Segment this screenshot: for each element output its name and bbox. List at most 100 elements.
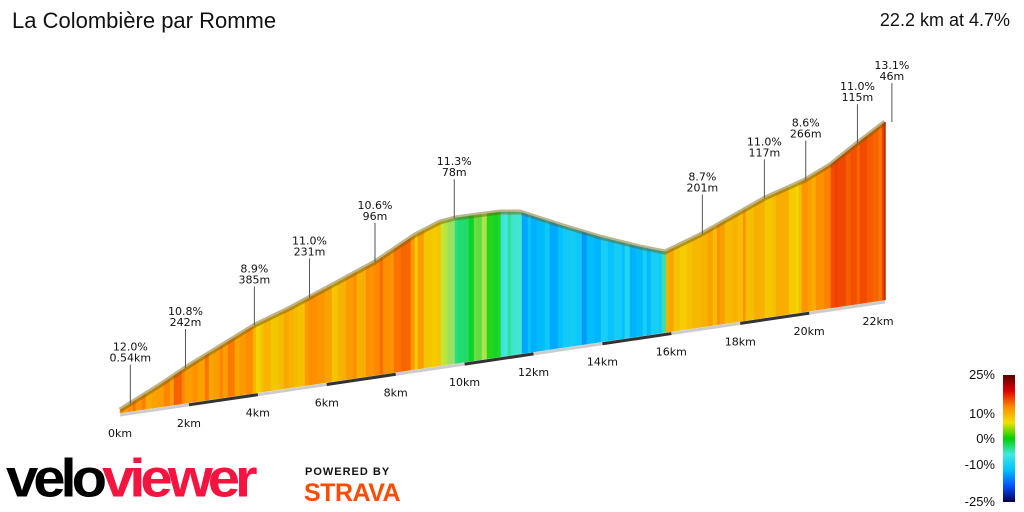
profile-segment	[406, 237, 412, 371]
annotation-grade: 8.6%	[792, 117, 820, 130]
profile-segment	[878, 123, 883, 302]
annotation-grade: 12.0%	[113, 341, 148, 354]
profile-segment	[293, 303, 299, 388]
x-tick-label: 22km	[863, 315, 894, 328]
profile-segment	[732, 212, 739, 323]
profile-segment	[679, 240, 688, 331]
profile-segment	[549, 221, 559, 350]
legend-label: -25%	[964, 494, 995, 509]
profile-segment	[544, 219, 551, 351]
profile-segment	[352, 271, 358, 379]
profile-segment	[837, 151, 847, 308]
profile-segment	[197, 355, 206, 402]
profile-segment	[373, 258, 381, 376]
profile-segment	[665, 249, 671, 333]
profile-segment	[635, 245, 644, 338]
profile-segment	[815, 168, 825, 311]
profile-segment	[436, 221, 442, 367]
profile-segment	[788, 183, 797, 315]
profile-segment	[562, 225, 571, 348]
legend-label: 10%	[968, 406, 995, 421]
profile-segment	[316, 288, 326, 385]
profile-segment	[255, 321, 262, 394]
profile-segment	[356, 269, 361, 379]
annotation-length: 266m	[790, 128, 822, 141]
x-tick-label: 20km	[794, 325, 825, 338]
annotation-grade: 11.3%	[437, 155, 472, 168]
annotation-length: 117m	[749, 146, 781, 159]
profile-segment	[650, 248, 660, 335]
profile-segment	[811, 172, 817, 312]
x-tick-label: 0km	[108, 427, 132, 440]
annotation-length: 46m	[880, 70, 905, 83]
profile-segment	[830, 160, 836, 309]
profile-segment	[661, 251, 667, 334]
annotation-length: 0.54km	[110, 352, 152, 365]
profile-segment	[775, 189, 785, 317]
x-tick-label: 14km	[587, 356, 618, 369]
profile-segment	[260, 320, 265, 393]
annotation-grade: 8.9%	[240, 262, 268, 275]
annotation-grade: 11.0%	[747, 135, 782, 148]
annotation-grade: 8.7%	[688, 171, 716, 184]
x-axis-segment	[188, 393, 259, 407]
x-tick-label: 18km	[725, 335, 756, 348]
profile-segment	[503, 211, 509, 357]
profile-segment	[192, 359, 199, 403]
profile-segment	[510, 211, 517, 356]
x-axis-segment	[326, 372, 396, 386]
profile-segment	[507, 211, 512, 356]
profile-segment	[716, 223, 721, 326]
profile-segment	[400, 239, 408, 372]
profile-segment	[771, 192, 777, 317]
profile-segment	[850, 142, 858, 306]
profile-segment	[481, 213, 488, 360]
profile-segment	[859, 135, 868, 304]
profile-segment	[621, 242, 626, 340]
profile-segment	[497, 211, 502, 358]
profile-segment	[673, 244, 681, 332]
profile-segment	[365, 264, 370, 377]
profile-segment	[764, 194, 773, 319]
x-tick-label: 10km	[449, 376, 480, 389]
profile-segment	[230, 336, 236, 397]
profile-segment	[239, 330, 247, 396]
veloviewer-logo[interactable]: veloviewer	[6, 452, 258, 505]
profile-segment	[308, 292, 318, 386]
profile-segment	[219, 344, 224, 399]
profile-segment	[414, 233, 419, 370]
annotation-grade: 11.0%	[840, 80, 875, 93]
profile-segment	[783, 186, 790, 316]
profile-segment	[204, 352, 210, 401]
legend-label: -10%	[964, 457, 995, 472]
profile-segment	[227, 339, 232, 398]
profile-segment	[557, 224, 564, 349]
profile-segment	[530, 215, 538, 353]
profile-segment	[737, 210, 744, 323]
climb-summary: 22.2 km at 4.7%	[879, 10, 1010, 30]
annotation-grade: 13.1%	[874, 59, 909, 72]
annotation-length: 242m	[170, 316, 202, 329]
profile-segment	[331, 281, 339, 382]
profile-segment	[278, 310, 285, 390]
profile-segment	[359, 266, 367, 378]
gradient-legend-bar	[1003, 375, 1015, 502]
profile-segment	[575, 229, 583, 346]
profile-segment	[594, 235, 602, 344]
x-axis-segment	[602, 332, 672, 346]
profile-top-edge	[118, 120, 887, 413]
annotation-grade: 10.8%	[168, 305, 203, 318]
profile-segment	[699, 232, 704, 328]
profile-segment	[536, 217, 546, 352]
profile-segment	[457, 216, 465, 364]
profile-segment	[443, 219, 449, 366]
profile-segment	[707, 227, 714, 327]
strava-logo[interactable]: STRAVA	[304, 479, 401, 507]
profile-segment	[493, 211, 499, 359]
profile-segment	[245, 325, 254, 395]
profile-segment	[702, 230, 709, 328]
x-tick-label: 2km	[177, 417, 201, 430]
profile-segment	[742, 208, 747, 322]
profile-segment	[801, 177, 809, 313]
profile-segment	[288, 305, 295, 389]
